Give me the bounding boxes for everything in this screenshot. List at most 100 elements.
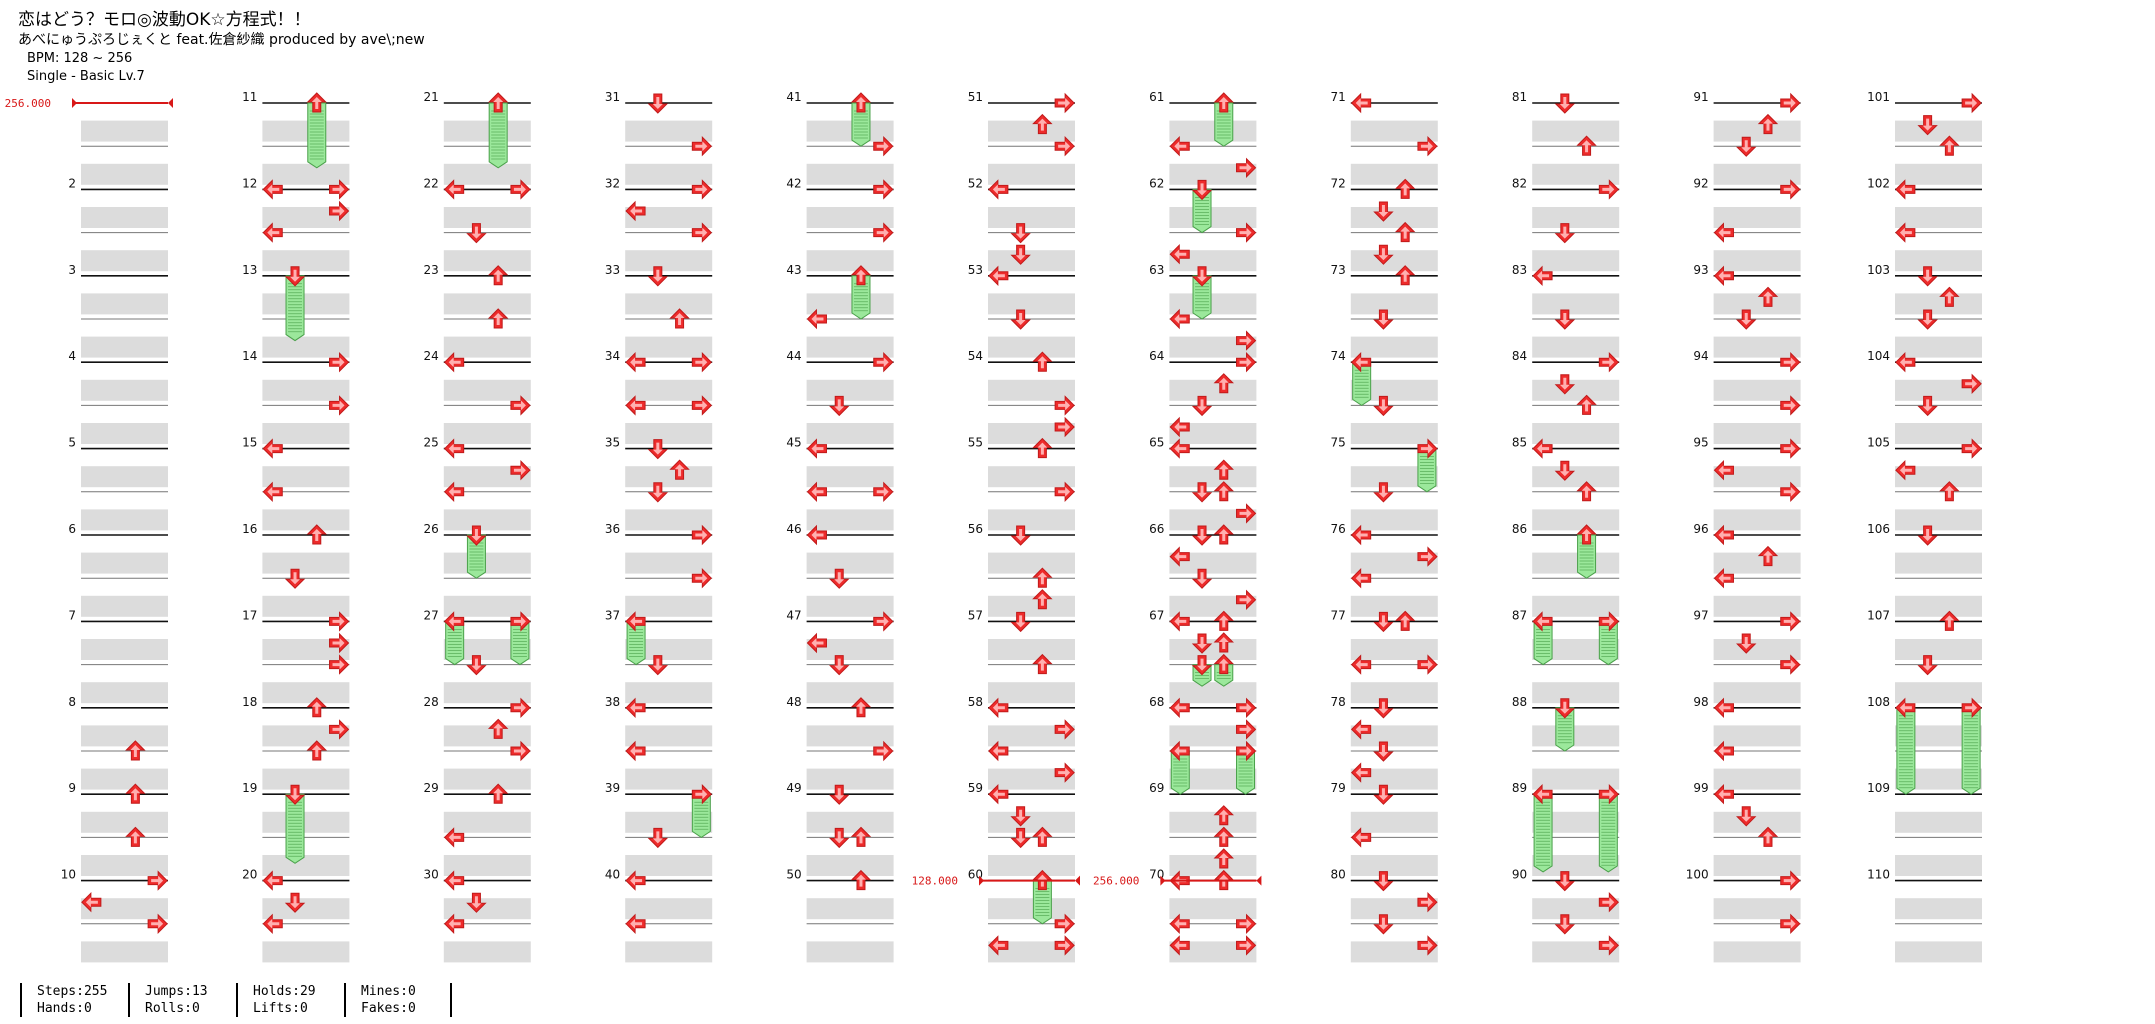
arrow-highlight [695, 141, 708, 152]
beat-stripe [81, 509, 168, 531]
beat-stripe [1532, 293, 1620, 315]
hold-body [285, 275, 305, 342]
measure-number: 76 [1331, 522, 1346, 536]
bpm-marker: 128.000 [912, 875, 1080, 888]
beat-stripe [1169, 595, 1257, 617]
arrow-highlight [1239, 746, 1252, 756]
measure [443, 534, 531, 617]
arrow-highlight [1218, 97, 1229, 109]
measure-number: 72 [1331, 176, 1346, 190]
arrow-highlight [1762, 291, 1773, 304]
arrow-highlight [1239, 702, 1252, 713]
beat-stripe [262, 336, 350, 358]
arrow-highlight [630, 875, 643, 886]
arrow-highlight [1899, 227, 1912, 238]
arrow-highlight [1559, 226, 1570, 239]
arrow-highlight [1239, 357, 1252, 368]
beat-stripe [1350, 811, 1438, 833]
arrow-highlight [1783, 400, 1796, 411]
measure-number: 33 [605, 263, 620, 277]
beat-stripe [1169, 855, 1257, 876]
arrow-highlight [876, 746, 889, 756]
arrow-highlight [267, 486, 280, 497]
arrow-highlight [834, 658, 845, 671]
beat-stripe [443, 811, 531, 833]
measure-number: 23 [424, 263, 439, 277]
measure-number: 3 [68, 263, 76, 277]
arrow-highlight [1174, 702, 1187, 713]
beat-stripe [1350, 941, 1438, 963]
arrow-highlight [695, 789, 708, 800]
arrow-highlight [1058, 940, 1071, 951]
arrow-highlight [1899, 465, 1912, 476]
bpm-end-tick [1256, 875, 1262, 886]
arrow-highlight [1559, 917, 1570, 930]
beat-stripe [1169, 250, 1257, 272]
measure [262, 534, 350, 617]
beat-stripe [806, 336, 894, 358]
beat-stripe [1713, 898, 1801, 920]
arrow-highlight [1420, 897, 1433, 908]
arrow-highlight [513, 616, 526, 627]
measure [81, 102, 168, 185]
arrow-highlight [1899, 702, 1912, 713]
beat-stripe [806, 207, 894, 228]
measure [1169, 361, 1257, 444]
beat-stripe [443, 466, 531, 488]
beat-stripe [806, 379, 894, 401]
beat-stripe [1895, 336, 1982, 358]
arrow-highlight [290, 269, 301, 282]
measure-number: 110 [1867, 868, 1890, 882]
arrow-highlight [876, 184, 889, 195]
arrow-highlight [1239, 227, 1252, 238]
measure-number: 6 [68, 522, 76, 536]
beat-stripe [625, 509, 713, 531]
measure-number: 9 [68, 781, 76, 795]
beat-stripe [625, 336, 713, 358]
hold-note [1533, 793, 1553, 873]
arrow-highlight [1197, 269, 1208, 282]
measure-number: 11 [242, 90, 257, 104]
beat-stripe [1532, 898, 1620, 920]
measure-number: 46 [786, 522, 801, 536]
beat-stripe [1713, 509, 1801, 531]
measure [1895, 102, 1982, 185]
beat-stripe [1169, 898, 1257, 920]
arrow-highlight [1965, 702, 1978, 713]
arrow-highlight [1944, 140, 1955, 153]
arrow-highlight [1400, 226, 1411, 239]
beat-stripe [443, 595, 531, 617]
arrow-highlight [332, 400, 345, 411]
measure [1895, 361, 1982, 444]
beat-stripe [1532, 250, 1620, 272]
stat-column: Mines:0 Fakes:0 [344, 983, 416, 1017]
arrow-highlight [1944, 615, 1955, 628]
arrow-highlight [811, 530, 824, 540]
measure [625, 879, 713, 963]
arrow-highlight [1718, 270, 1731, 281]
arrow-highlight [1378, 917, 1389, 930]
arrow-highlight [1922, 269, 1933, 282]
measure-number: 97 [1693, 608, 1708, 622]
hold-note [510, 620, 530, 666]
measure [443, 879, 531, 963]
arrow-highlight [1559, 874, 1570, 887]
arrow-highlight [1037, 593, 1048, 606]
measure [81, 706, 168, 790]
beat-stripe [262, 595, 350, 617]
measure [1532, 188, 1620, 272]
measure [1350, 447, 1438, 531]
arrow-highlight [130, 788, 141, 801]
beat-stripe [806, 250, 894, 272]
beat-stripe [1713, 120, 1801, 142]
arrow-highlight [1037, 831, 1048, 844]
arrow-highlight [1355, 530, 1368, 540]
bpm-marker: 256.000 [1093, 875, 1262, 888]
beat-stripe [988, 941, 1075, 963]
arrow-highlight [471, 658, 482, 671]
arrow-highlight [834, 572, 845, 585]
hold-note [1533, 620, 1553, 666]
beat-stripe [443, 682, 531, 704]
measure-number: 7 [68, 608, 76, 622]
